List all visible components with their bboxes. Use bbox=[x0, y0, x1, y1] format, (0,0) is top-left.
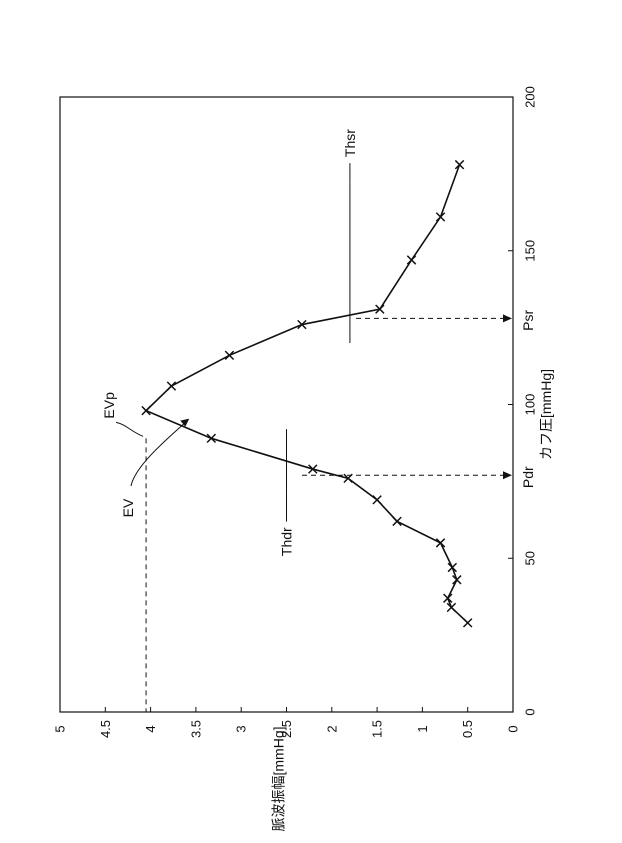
y-tick-label: 4 bbox=[143, 725, 158, 732]
y-tick-label: 1 bbox=[415, 725, 430, 732]
data-point bbox=[464, 619, 472, 627]
data-point bbox=[453, 576, 461, 584]
y-tick-label: 0.5 bbox=[460, 720, 475, 738]
data-point bbox=[167, 382, 175, 390]
data-point bbox=[225, 351, 233, 359]
x-tick-label: 100 bbox=[523, 394, 538, 416]
thsr-label: Thsr bbox=[342, 129, 358, 157]
data-point bbox=[142, 406, 150, 414]
y-tick-label: 3.5 bbox=[188, 720, 203, 738]
thdr-label: Thdr bbox=[279, 527, 295, 556]
data-point bbox=[447, 603, 455, 611]
x-tick-label: 50 bbox=[523, 551, 538, 565]
data-point bbox=[448, 563, 456, 571]
y-tick-label: 2 bbox=[324, 725, 339, 732]
psr-label: Psr bbox=[520, 310, 536, 331]
ev-label: EV bbox=[120, 498, 136, 517]
data-point bbox=[444, 594, 452, 602]
psr-arrow bbox=[503, 314, 512, 322]
x-tick-label: 150 bbox=[523, 240, 538, 262]
y-tick-label: 3 bbox=[234, 725, 249, 732]
evp-leader bbox=[116, 422, 143, 436]
plot-frame bbox=[60, 97, 513, 712]
data-point bbox=[393, 517, 401, 525]
y-tick-label: 1.5 bbox=[370, 720, 385, 738]
x-tick-label: 0 bbox=[523, 708, 538, 715]
pdr-arrow bbox=[503, 471, 512, 479]
y-axis-title: 脈波振幅[mmHg] bbox=[271, 727, 287, 832]
evp-label: EVp bbox=[101, 392, 117, 419]
y-tick-label: 0 bbox=[506, 725, 521, 732]
data-point bbox=[455, 160, 463, 168]
series-line bbox=[146, 165, 468, 623]
y-tick-label: 4.5 bbox=[98, 720, 113, 738]
y-tick-label: 5 bbox=[53, 725, 68, 732]
data-point bbox=[436, 213, 444, 221]
x-tick-label: 200 bbox=[523, 86, 538, 108]
pdr-label: Pdr bbox=[520, 466, 536, 488]
data-point bbox=[407, 256, 415, 264]
data-point bbox=[373, 496, 381, 504]
ev-leader bbox=[131, 422, 186, 486]
data-point bbox=[436, 539, 444, 547]
x-axis-title: カフ圧[mmHg] bbox=[538, 369, 554, 460]
data-point bbox=[207, 434, 215, 442]
